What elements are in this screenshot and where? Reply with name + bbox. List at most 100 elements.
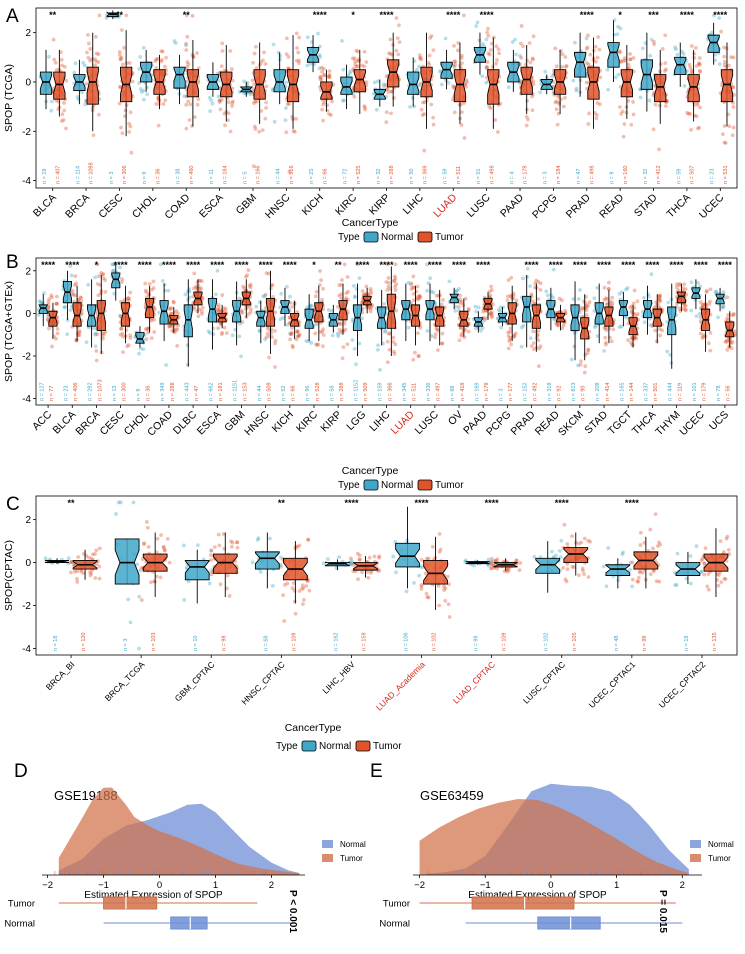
n-label-tumor: n = 1073 [97, 379, 103, 401]
jitter-point-tumor [642, 540, 647, 545]
jitter-point-tumor [313, 294, 318, 299]
jitter-point-tumor [184, 102, 189, 107]
jitter-point-tumor [494, 44, 499, 49]
jitter-point-tumor [348, 556, 353, 561]
jitter-point-tumor [341, 345, 346, 350]
jitter-point-normal [82, 63, 87, 68]
n-label-tumor: n = 184 [222, 165, 228, 184]
jitter-point-tumor [290, 326, 294, 330]
jitter-point-tumor [209, 572, 214, 577]
jitter-point-tumor [585, 305, 590, 309]
jitter-point-tumor [466, 329, 471, 334]
jitter-point-tumor [436, 584, 441, 588]
jitter-point-tumor [433, 335, 437, 340]
jitter-point-tumor [700, 305, 705, 310]
jitter-point-normal [92, 326, 96, 331]
jitter-point-tumor [484, 64, 489, 69]
jitter-point-tumor [556, 94, 561, 99]
jitter-point-tumor [184, 13, 189, 18]
n-label-tumor: n = 460 [189, 165, 195, 184]
jitter-point-tumor [491, 563, 496, 568]
jitter-point-normal [694, 314, 699, 319]
jitter-point-normal [474, 309, 479, 314]
x-tick-label: −1 [98, 880, 109, 891]
significance-label: **** [694, 260, 709, 270]
jitter-point-tumor [306, 537, 310, 542]
jitter-point-tumor [253, 44, 258, 49]
jitter-point-normal [239, 308, 244, 313]
x-tick-label: KICH [270, 409, 296, 435]
jitter-point-tumor [196, 97, 201, 102]
jitter-point-normal [80, 90, 85, 95]
significance-label: **** [428, 260, 443, 270]
jitter-point-tumor [415, 284, 420, 289]
jitter-point-normal [185, 289, 190, 294]
jitter-point-tumor [337, 327, 342, 332]
jitter-point-normal [158, 262, 163, 267]
jitter-point-tumor [295, 329, 300, 334]
jitter-point-tumor [658, 293, 662, 298]
x-tick-label: KIRP [367, 192, 393, 218]
n-label-tumor: n = 135 [712, 632, 718, 651]
jitter-point-normal [263, 337, 268, 342]
jitter-point-tumor [300, 586, 304, 591]
jitter-point-tumor [660, 328, 665, 333]
jitter-point-tumor [163, 98, 168, 103]
jitter-point-tumor [725, 316, 729, 321]
jitter-point-tumor [297, 58, 301, 63]
jitter-point-tumor [411, 285, 416, 290]
jitter-point-tumor [259, 109, 264, 113]
box-tumor [720, 69, 734, 103]
box-normal [173, 66, 186, 89]
n-label-tumor: n = 109 [502, 632, 508, 651]
box-tumor [387, 59, 400, 88]
box-tumor [459, 310, 469, 327]
jitter-point-tumor [554, 64, 559, 69]
n-label-normal: n = 19 [42, 169, 48, 184]
jitter-point-tumor [460, 110, 464, 114]
jitter-point-tumor [295, 329, 300, 334]
jitter-point-tumor [284, 130, 289, 135]
significance-label: ** [278, 498, 286, 508]
jitter-point-tumor [579, 359, 583, 364]
jitter-point-tumor [79, 311, 84, 316]
n-label-tumor: n = 492 [532, 382, 538, 401]
jitter-point-tumor [464, 85, 468, 89]
n-label-normal: n = 44 [276, 169, 282, 184]
jitter-point-tumor [641, 570, 645, 575]
jitter-point-tumor [118, 332, 123, 337]
jitter-point-tumor [94, 348, 99, 353]
jitter-point-tumor [118, 57, 123, 62]
jitter-point-tumor [145, 525, 150, 530]
jitter-point-tumor [429, 34, 434, 38]
jitter-point-tumor [263, 116, 268, 121]
jitter-point-tumor [149, 580, 153, 585]
jitter-point-tumor [218, 107, 223, 112]
jitter-point-normal [162, 282, 167, 287]
jitter-point-tumor [372, 554, 377, 559]
jitter-point-tumor [463, 82, 468, 87]
n-label-tumor: n = 407 [55, 165, 61, 184]
jitter-point-tumor [681, 286, 685, 291]
jitter-point-tumor [88, 570, 92, 575]
jitter-point-tumor [285, 102, 290, 106]
jitter-point-tumor [224, 331, 229, 336]
jitter-point-tumor [392, 352, 397, 356]
jitter-point-tumor [565, 562, 570, 566]
jitter-point-tumor [531, 79, 536, 84]
n-label-tumor: n = 497 [436, 382, 442, 401]
jitter-point-tumor [117, 50, 122, 54]
jitter-point-tumor [458, 297, 462, 302]
jitter-point-tumor [584, 46, 589, 51]
jitter-point-tumor [587, 300, 592, 304]
significance-label: **** [452, 260, 467, 270]
jitter-point-tumor [209, 553, 213, 558]
jitter-point-tumor [142, 542, 146, 547]
jitter-point-normal [215, 268, 220, 273]
jitter-point-tumor [456, 40, 461, 45]
n-label-tumor: n = 516 [289, 165, 295, 184]
box-normal [674, 56, 687, 76]
jitter-point-tumor [296, 61, 301, 66]
